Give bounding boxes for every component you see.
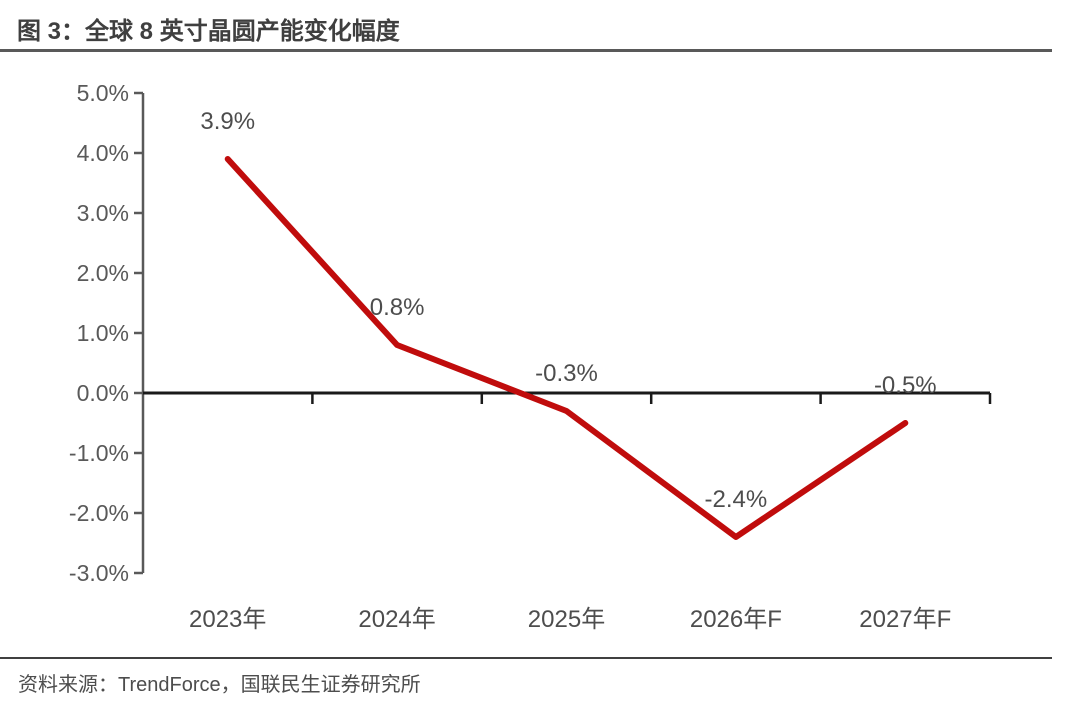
x-axis-category-label: 2023年 <box>189 606 266 633</box>
data-point-label: 0.8% <box>370 294 425 321</box>
y-axis-tick-label: 2.0% <box>77 260 129 286</box>
data-point-label: 3.9% <box>200 108 255 135</box>
footer-divider <box>0 657 1052 659</box>
source-note: 资料来源：TrendForce，国联民生证券研究所 <box>18 674 421 696</box>
data-point-label: -0.5% <box>874 372 937 399</box>
y-axis-tick-label: 4.0% <box>77 140 129 166</box>
y-axis-tick-label: 1.0% <box>77 320 129 346</box>
y-axis-tick-label: 3.0% <box>77 200 129 226</box>
y-axis-tick-label: -1.0% <box>69 440 129 466</box>
x-axis-category-label: 2026年F <box>690 606 782 633</box>
y-axis-tick-label: 5.0% <box>77 80 129 106</box>
y-axis-tick-label: -2.0% <box>69 500 129 526</box>
data-point-label: -0.3% <box>535 360 598 387</box>
data-point-label: -2.4% <box>705 486 768 513</box>
x-axis-category-label: 2024年 <box>358 606 435 633</box>
x-axis-category-label: 2027年F <box>859 606 951 633</box>
title-divider <box>0 49 1052 52</box>
x-axis-category-label: 2025年 <box>528 606 605 633</box>
figure-title: 图 3：全球 8 英寸晶圆产能变化幅度 <box>17 18 400 45</box>
y-axis-tick-label: -3.0% <box>69 560 129 586</box>
y-axis-tick-label: 0.0% <box>77 380 129 406</box>
trend-line <box>224 156 909 540</box>
